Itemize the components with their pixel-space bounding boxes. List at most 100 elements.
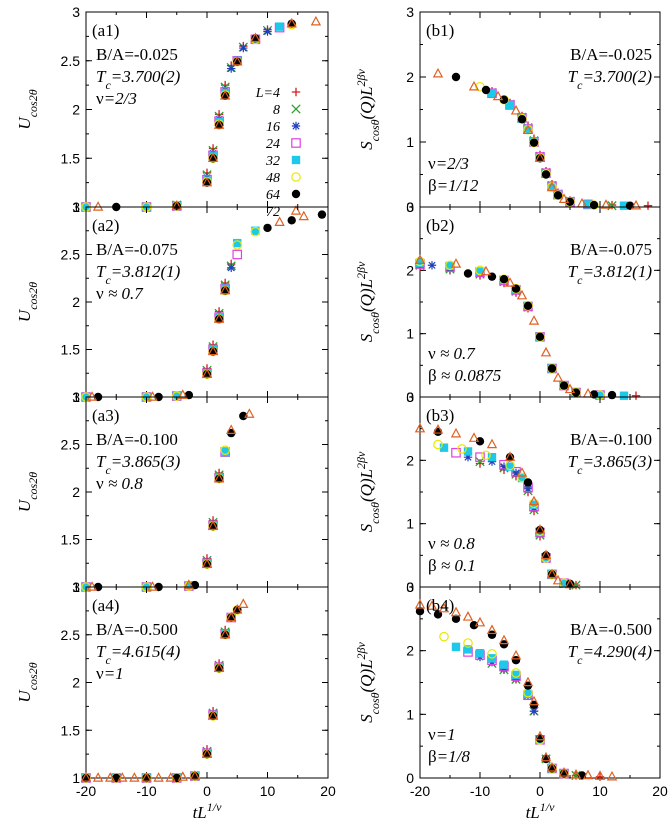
y-tick-label: 3 [72, 579, 80, 595]
data-point [450, 258, 462, 268]
y-tick-label: 0 [406, 389, 414, 405]
data-point [287, 19, 296, 28]
data-point [547, 182, 557, 192]
data-point [214, 663, 224, 673]
y-axis-label: Ucos2θ [15, 282, 40, 322]
data-point [475, 452, 485, 462]
series-8 [487, 658, 581, 781]
annotation: Tc=3.865(3) [96, 452, 181, 477]
annotation: B/A=-0.025 [570, 45, 652, 64]
y-tick-label: 2.5 [61, 627, 81, 643]
panel-label: (b2) [426, 216, 454, 235]
data-point [201, 176, 213, 187]
data-point [220, 445, 230, 455]
y-tick-label: 3 [72, 389, 80, 405]
legend-marker [291, 104, 301, 114]
data-point [250, 226, 261, 237]
data-point [505, 100, 515, 110]
series-8 [475, 456, 581, 590]
y-tick-label: 1 [406, 706, 414, 722]
data-point [558, 193, 570, 203]
data-point [523, 689, 533, 699]
y-tick-label: 1 [72, 199, 80, 215]
data-point [559, 579, 569, 588]
data-point [225, 611, 237, 622]
series-64 [433, 427, 575, 589]
data-point [564, 383, 576, 394]
x-tick-label: 0 [536, 783, 544, 799]
data-point [233, 57, 242, 66]
y-axis-label: Scosθ(Q)L2βν [354, 641, 382, 722]
data-point [414, 254, 426, 264]
data-point [547, 570, 557, 579]
data-point [86, 581, 98, 591]
y-tick-label: 2.5 [61, 437, 81, 453]
data-point [565, 197, 575, 206]
x-tick-label: -20 [76, 783, 96, 799]
data-point [510, 649, 522, 660]
data-point [541, 551, 551, 560]
data-point [540, 346, 552, 357]
data-point [511, 468, 521, 478]
y-tick-label: 1.5 [61, 722, 81, 738]
x-axis-label: tL1/ν [526, 800, 556, 822]
annotation: B/A=-0.075 [570, 240, 652, 259]
data-point [463, 645, 473, 654]
data-point [227, 263, 236, 272]
data-point [202, 749, 212, 759]
y-tick-label: 1 [406, 134, 414, 150]
annotation: Tc=4.615(4) [96, 642, 181, 667]
legend-label: 32 [265, 154, 280, 169]
data-point [522, 124, 534, 135]
data-point [439, 443, 449, 452]
series-48 [475, 81, 599, 210]
data-point [129, 772, 140, 782]
data-point [486, 438, 498, 449]
series-64 [112, 19, 296, 212]
data-point [219, 284, 231, 295]
panel-label: (a1) [92, 21, 119, 40]
annotation: β=1/12 [428, 176, 479, 195]
data-point [451, 72, 461, 82]
data-point [190, 771, 200, 781]
data-point [310, 15, 322, 26]
data-point [147, 581, 158, 591]
series-16 [463, 452, 569, 588]
data-point [487, 630, 497, 639]
data-point [516, 467, 528, 477]
data-point [263, 27, 272, 36]
data-point [202, 560, 212, 569]
data-point [462, 611, 474, 621]
panel-label: (a4) [92, 596, 119, 615]
data-point [541, 170, 551, 179]
data-point [202, 178, 212, 187]
data-point [451, 614, 461, 624]
x-tick-label: -10 [136, 783, 156, 799]
data-point [552, 574, 564, 585]
y-tick-label: 1 [72, 389, 80, 405]
data-point [522, 676, 534, 687]
data-point [213, 472, 225, 483]
data-point [516, 289, 528, 300]
annotation: Tc=3.700(2) [568, 67, 653, 92]
data-point [631, 391, 641, 400]
data-point [298, 210, 310, 221]
data-point [583, 200, 593, 209]
data-point [232, 240, 243, 250]
panel-label: (a3) [92, 406, 119, 425]
y-axis-label: Scosθ(Q)L2βν [354, 261, 382, 342]
panel-b1: 0 1 2 3 Scosθ(Q)L2βν (b1) B/A=-0.025 Tc=3.700(2… [354, 4, 661, 215]
data-point [643, 201, 653, 210]
panel-b4: 0 1 2 3 -20 -10 0 10 20 tL1/ν Scosθ(Q)L2βν (b4) B/A=… [354, 579, 668, 822]
data-point [415, 256, 425, 267]
data-point [499, 95, 509, 104]
annotation: ν=1 [96, 664, 124, 683]
data-point [504, 277, 516, 287]
data-point [201, 558, 213, 568]
data-point [469, 621, 479, 630]
annotation: ν ≈ 0.7 [428, 344, 476, 363]
y-tick-label: 2 [406, 262, 414, 278]
data-point [546, 181, 558, 192]
data-point [184, 581, 194, 591]
data-point [499, 275, 509, 284]
